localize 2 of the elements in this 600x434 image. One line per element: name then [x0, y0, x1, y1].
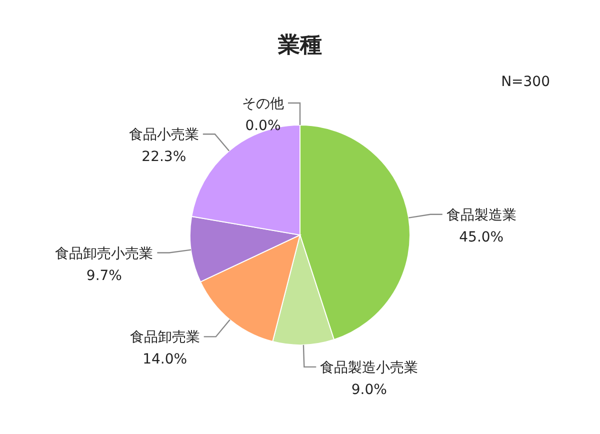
annotation: N=300 [501, 74, 550, 90]
title: 業種 [278, 33, 322, 58]
